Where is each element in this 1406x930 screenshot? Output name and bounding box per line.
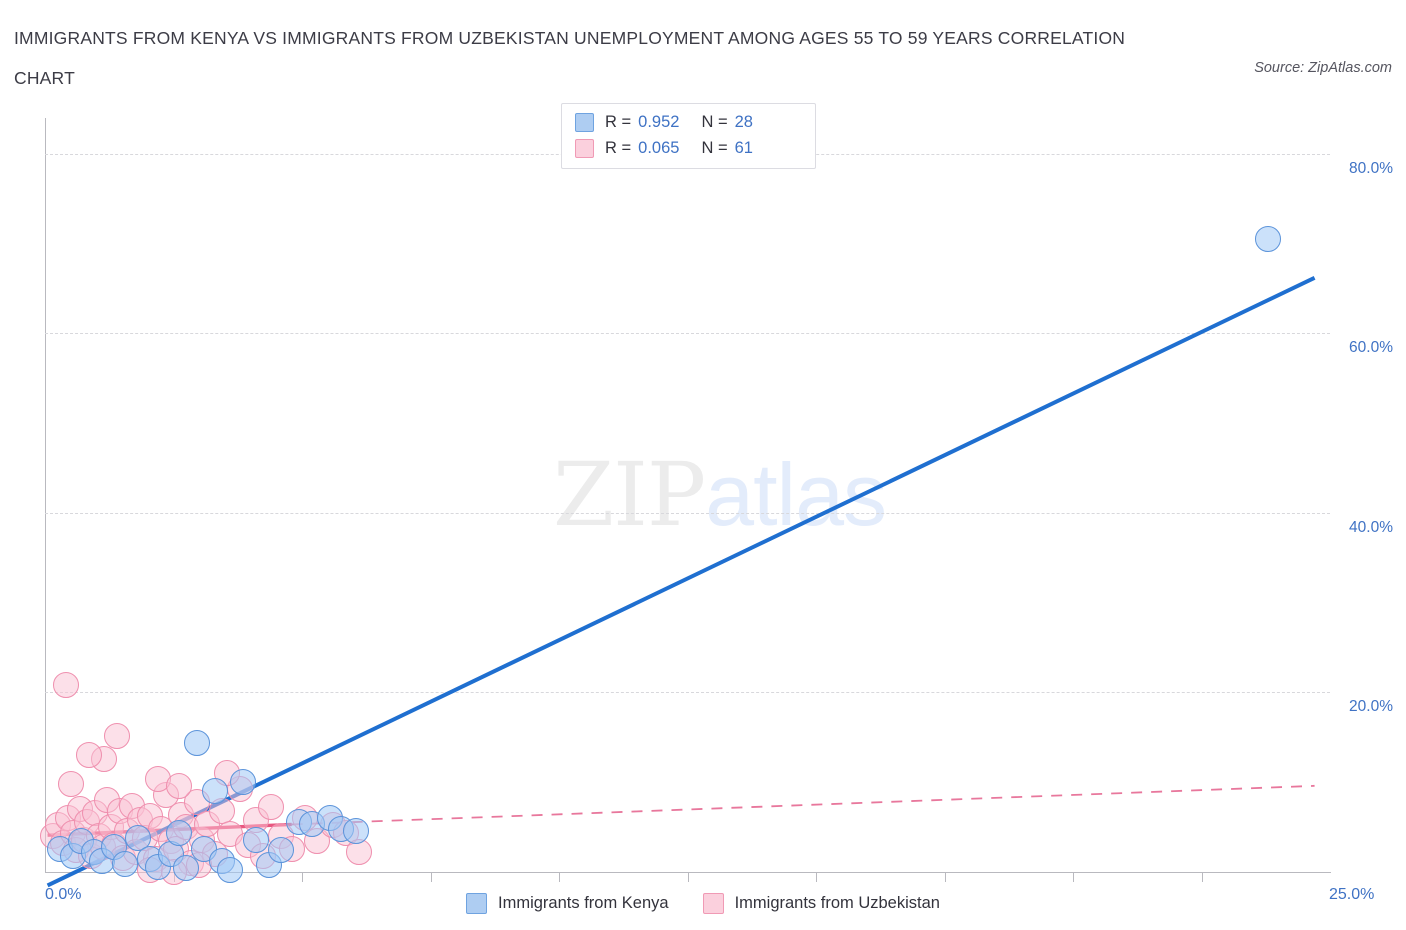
data-point-uzbekistan[interactable] xyxy=(57,771,84,798)
data-point-kenya[interactable] xyxy=(1255,226,1282,253)
y-axis-tick-label: 80.0% xyxy=(1349,159,1393,177)
x-axis-tick xyxy=(1201,872,1203,882)
legend-swatch-uzbekistan xyxy=(702,892,724,914)
stats-r-label-kenya: R = xyxy=(605,112,632,131)
x-axis-tick xyxy=(687,872,689,882)
stats-r-label-uzbekistan: R = xyxy=(605,138,632,157)
stats-r-value-uzbekistan: 0.065 xyxy=(638,138,680,157)
data-point-kenya[interactable] xyxy=(342,817,369,844)
correlation-stats-box: R = 0.952 N = 28 R = 0.065 N = 61 xyxy=(561,103,816,169)
legend-item-kenya[interactable]: Immigrants from Kenya xyxy=(466,892,669,914)
x-axis-tick xyxy=(816,872,817,882)
legend-swatch-kenya xyxy=(466,892,488,914)
title-line-2: CHART xyxy=(14,68,75,88)
data-point-uzbekistan[interactable] xyxy=(258,794,285,821)
stats-row-uzbekistan: R = 0.065 N = 61 xyxy=(575,135,753,161)
data-point-uzbekistan[interactable] xyxy=(103,722,130,749)
data-point-uzbekistan[interactable] xyxy=(165,772,192,799)
gridline-y xyxy=(45,512,1330,514)
legend-label-uzbekistan: Immigrants from Uzbekistan xyxy=(734,893,940,912)
data-point-kenya[interactable] xyxy=(165,820,192,847)
data-point-kenya[interactable] xyxy=(173,855,200,882)
stats-swatch-kenya xyxy=(575,112,594,132)
y-axis-tick-label: 20.0% xyxy=(1349,698,1393,716)
stats-r-value-kenya: 0.952 xyxy=(638,112,680,131)
data-point-uzbekistan[interactable] xyxy=(52,672,79,699)
stats-n-value-kenya: 28 xyxy=(734,112,753,131)
stats-n-label-kenya: N = xyxy=(701,112,728,131)
data-point-uzbekistan[interactable] xyxy=(75,742,102,769)
x-axis-tick xyxy=(302,872,303,882)
trendlines xyxy=(46,275,1316,888)
stats-row-kenya: R = 0.952 N = 28 xyxy=(575,109,753,135)
stats-n-label-uzbekistan: N = xyxy=(701,138,728,157)
x-axis-tick xyxy=(559,872,560,882)
data-point-kenya[interactable] xyxy=(201,778,228,805)
source-label: Source: ZipAtlas.com xyxy=(1254,60,1392,76)
y-axis-line xyxy=(45,118,46,873)
plot-area: Unemployment Among Ages 55 to 59 years 8… xyxy=(39,118,1393,903)
gridline-y xyxy=(45,692,1330,694)
data-point-kenya[interactable] xyxy=(111,850,138,877)
y-axis-tick-label: 60.0% xyxy=(1349,339,1393,357)
x-axis-tick-label-min: 0.0% xyxy=(45,886,82,903)
legend-item-uzbekistan[interactable]: Immigrants from Uzbekistan xyxy=(702,892,940,914)
y-axis-tick-label: 40.0% xyxy=(1349,518,1393,536)
trendline-uzbekistan-dashed xyxy=(291,784,1315,826)
data-point-kenya[interactable] xyxy=(268,837,295,864)
title-line-1: IMMIGRANTS FROM KENYA VS IMMIGRANTS FROM… xyxy=(14,28,1126,48)
x-axis-tick xyxy=(1073,872,1074,882)
gridline-y xyxy=(45,333,1330,335)
data-point-kenya[interactable] xyxy=(183,729,210,756)
legend-label-kenya: Immigrants from Kenya xyxy=(498,893,669,912)
chart-legend: Immigrants from Kenya Immigrants from Uz… xyxy=(0,888,1406,918)
data-point-kenya[interactable] xyxy=(229,769,256,796)
stats-swatch-uzbekistan xyxy=(575,138,594,158)
x-axis-tick xyxy=(430,872,432,882)
data-point-kenya[interactable] xyxy=(217,857,244,884)
page-title: IMMIGRANTS FROM KENYA VS IMMIGRANTS FROM… xyxy=(14,18,1214,98)
x-axis-tick xyxy=(944,872,946,882)
trendline-kenya xyxy=(46,275,1316,888)
x-axis-tick-label-max: 25.0% xyxy=(1329,886,1375,903)
stats-n-value-uzbekistan: 61 xyxy=(734,138,753,157)
data-point-kenya[interactable] xyxy=(242,826,269,853)
